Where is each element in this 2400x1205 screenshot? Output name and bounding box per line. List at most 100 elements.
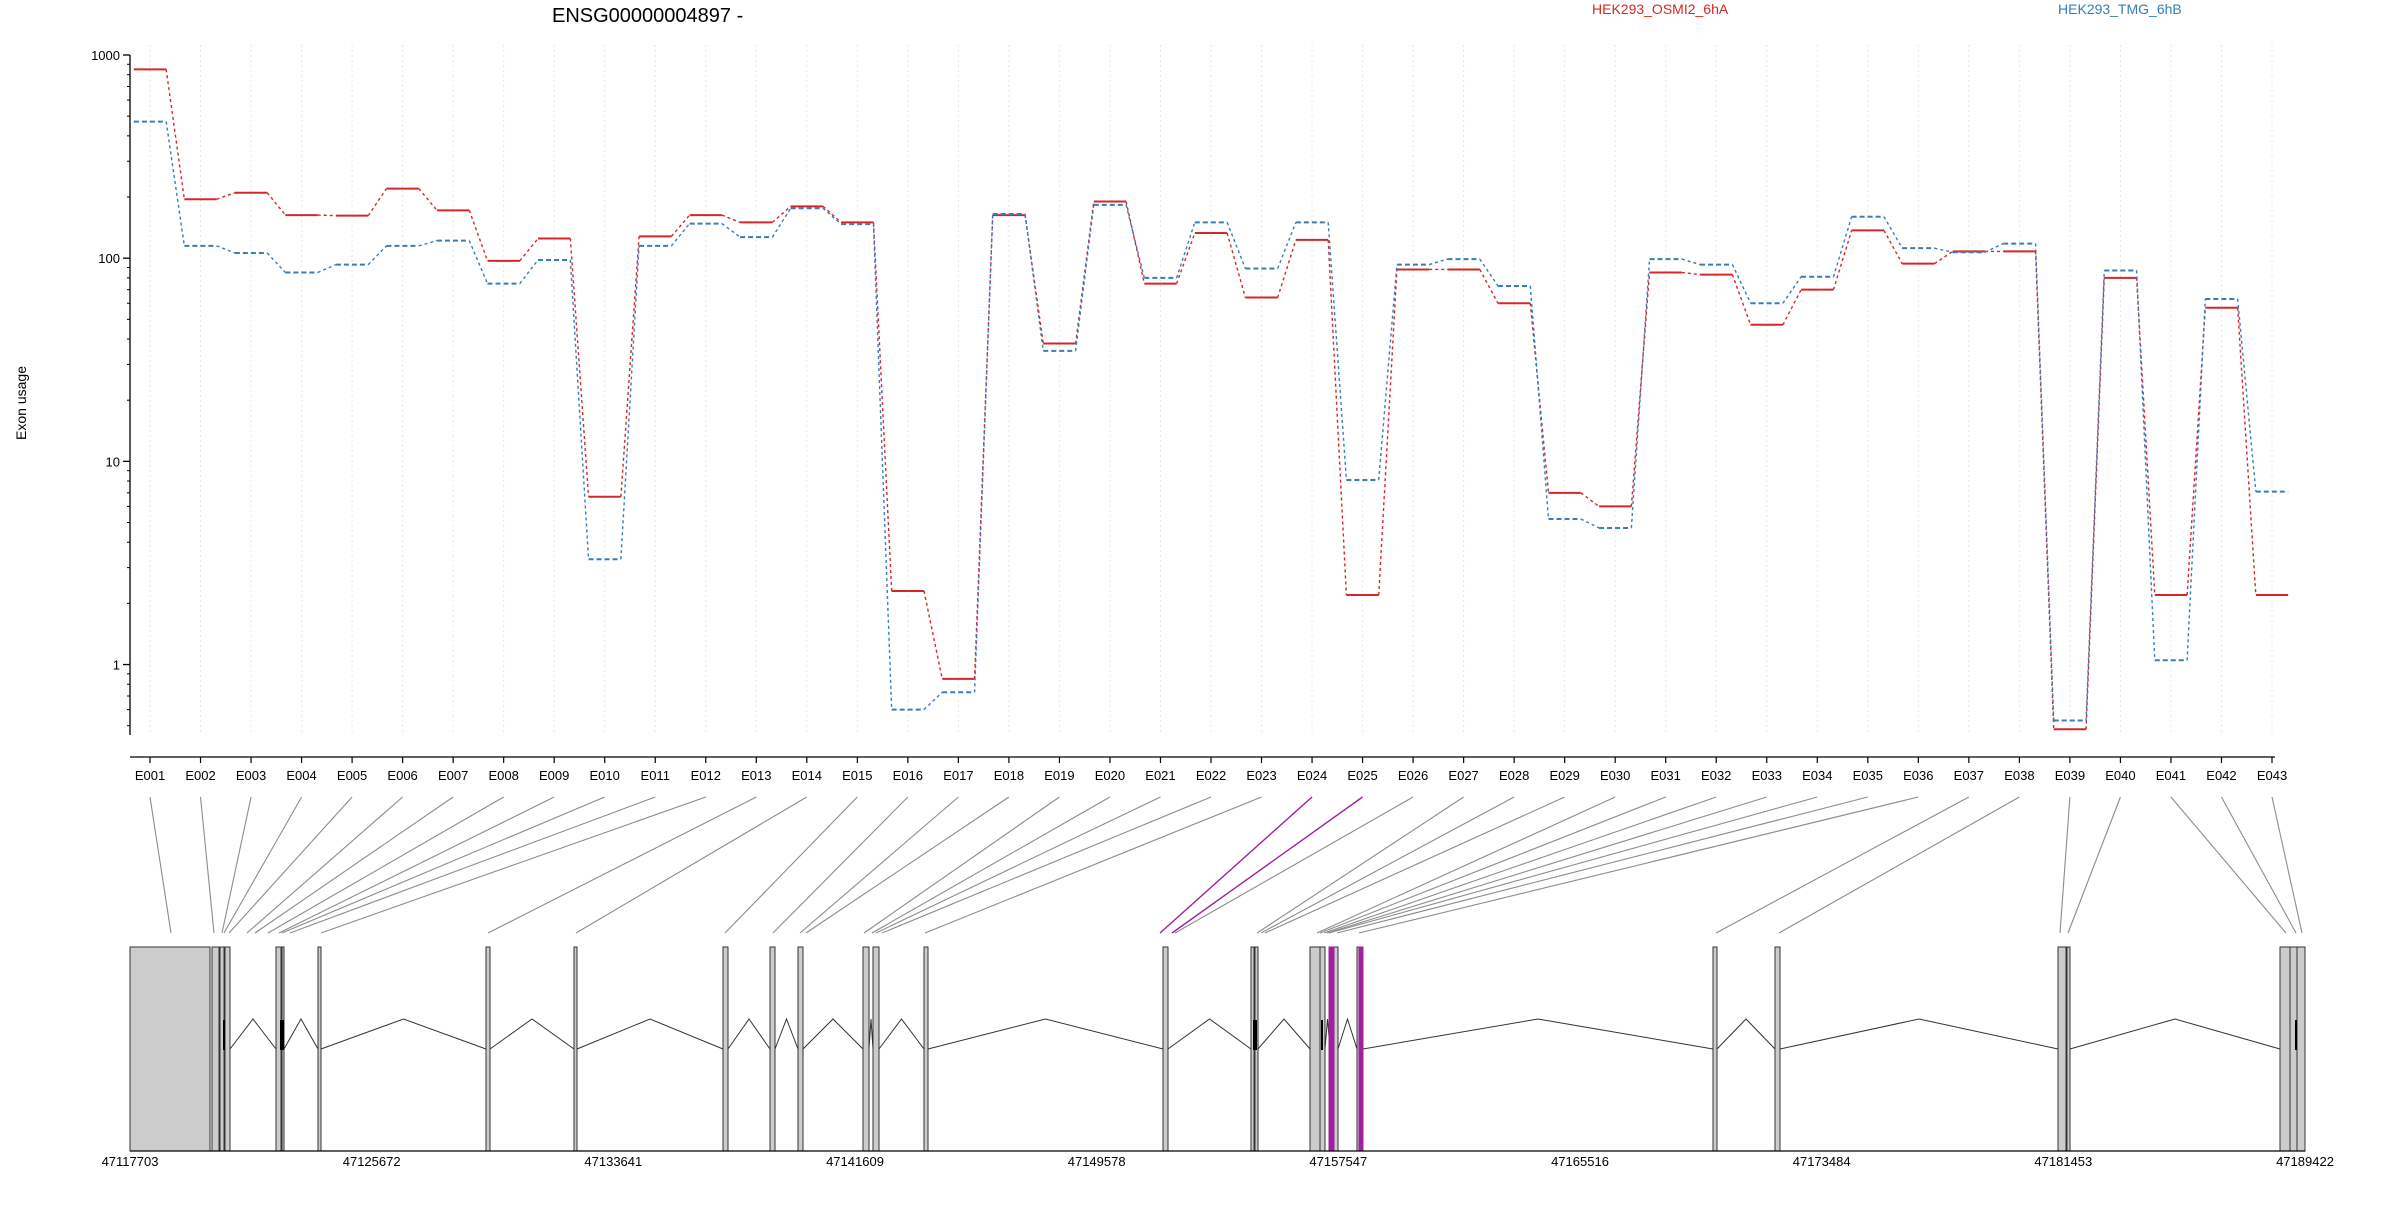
series-b-connector [1226, 222, 1247, 269]
x-tick-label-e030: E030 [1600, 768, 1630, 783]
intron [1362, 1018, 1714, 1050]
x-tick-label-e024: E024 [1297, 768, 1327, 783]
genomic-coordinate-label: 47125672 [343, 1154, 401, 1169]
intron [320, 1018, 487, 1050]
x-tick-label-e014: E014 [792, 768, 822, 783]
x-tick-label-e020: E020 [1095, 768, 1125, 783]
x-tick-label-e041: E041 [2156, 768, 2186, 783]
intron [489, 1018, 575, 1050]
intron [229, 1018, 277, 1050]
exon-box [923, 946, 929, 1152]
x-tick-label-e012: E012 [691, 768, 721, 783]
series-b-connector [670, 223, 691, 247]
exon-box [224, 946, 231, 1152]
exon-box [2057, 946, 2067, 1152]
x-tick-label-e026: E026 [1398, 768, 1428, 783]
series-b-connector [1277, 222, 1297, 269]
connector-e035 [1336, 796, 1868, 934]
series-a-connector [2186, 307, 2207, 596]
series-b-connector [1782, 276, 1802, 304]
series-b-connector [822, 207, 842, 225]
x-tick-label-e018: E018 [994, 768, 1024, 783]
series-b-connector [367, 245, 387, 266]
exon-box [573, 946, 578, 1152]
connector-e011 [289, 796, 656, 934]
exon-box [2296, 946, 2306, 1152]
series-b-connector [1529, 285, 1550, 520]
series-b-connector [317, 263, 337, 274]
y-axis-label: Exon usage [13, 366, 29, 440]
x-tick-label-e016: E016 [893, 768, 923, 783]
grid-lines [149, 45, 2273, 735]
series-b-connector [1630, 259, 1651, 529]
series-a-connector [1277, 239, 1297, 298]
exon-box [722, 946, 729, 1152]
x-tick-label-e042: E042 [2206, 768, 2236, 783]
series-b-connector [1429, 258, 1448, 266]
series-lines [133, 68, 2289, 731]
intron [927, 1018, 1164, 1050]
intron [774, 1017, 799, 1050]
connector-e038 [1778, 796, 2020, 934]
series-a-connector [2236, 307, 2257, 596]
axes: 1000 100 10 1 E001 E002 E003 E004 E005 E006 E007 E0… [91, 48, 2287, 783]
series-b-connector [1125, 204, 1145, 279]
series-a-connector [923, 590, 943, 680]
x-tick-label-e011: E011 [641, 768, 670, 783]
connector-e031 [1319, 796, 1666, 934]
x-tick-label-e019: E019 [1044, 768, 1074, 783]
series-b-connector [266, 252, 286, 273]
x-tick-label-e023: E023 [1246, 768, 1276, 783]
series-a-connector [1024, 214, 1044, 344]
connector-e042 [2220, 796, 2297, 934]
connector-e005 [228, 796, 353, 934]
connector-e041 [2170, 796, 2287, 934]
genomic-coordinate-label: 47189422 [2276, 1154, 2334, 1169]
connector-e009 [278, 796, 555, 934]
connector-e029 [1264, 796, 1565, 934]
series-a-connector [822, 205, 842, 223]
intron [868, 1018, 874, 1050]
connector-e025 [1171, 796, 1363, 934]
connector-e024 [1159, 796, 1313, 934]
x-tick-label-e006: E006 [387, 768, 417, 783]
exon-box [211, 946, 220, 1152]
series-a-connector [1580, 492, 1600, 507]
connector-e032 [1323, 796, 1717, 934]
intron [1257, 1018, 1311, 1050]
series-b-connector [1024, 213, 1044, 351]
series-a-connector [2135, 277, 2156, 596]
series-a-connector [1226, 232, 1247, 298]
series-b-connector [569, 259, 590, 560]
y-tick-label-10: 10 [106, 454, 120, 469]
series-b-connector [468, 240, 489, 284]
series-a-connector [418, 188, 438, 211]
x-tick-label-e040: E040 [2105, 768, 2135, 783]
series-a-connector [519, 238, 539, 262]
x-tick-label-e032: E032 [1701, 768, 1731, 783]
series-a-connector [1832, 230, 1853, 290]
genomic-coordinate-label: 47157547 [1309, 1154, 1367, 1169]
series-a-connector [1529, 303, 1550, 493]
series-b-connector [1175, 222, 1196, 279]
series-b-connector [1883, 216, 1903, 249]
series-a-connector [1479, 269, 1499, 304]
series-b-connector [1934, 247, 1953, 253]
x-tick-label-e035: E035 [1853, 768, 1883, 783]
x-tick-label-e022: E022 [1196, 768, 1226, 783]
series-b-connector [1074, 204, 1095, 351]
intron [1337, 1017, 1358, 1050]
series-a [133, 68, 2289, 731]
x-tick-label-e009: E009 [539, 768, 569, 783]
genomic-coordinate-label: 47181453 [2034, 1154, 2092, 1169]
series-b-connector [1327, 222, 1348, 481]
exon-box [872, 946, 880, 1152]
x-tick-label-e005: E005 [337, 768, 367, 783]
series-b-connector [1681, 258, 1701, 266]
exon-box [797, 946, 804, 1152]
series-b-connector [1580, 518, 1600, 529]
highlighted-exon [1358, 946, 1364, 1152]
connector-e017 [799, 796, 959, 934]
legend-series-b: HEK293_TMG_6hB [2058, 1, 2182, 17]
y-tick-label-1000: 1000 [91, 48, 120, 63]
